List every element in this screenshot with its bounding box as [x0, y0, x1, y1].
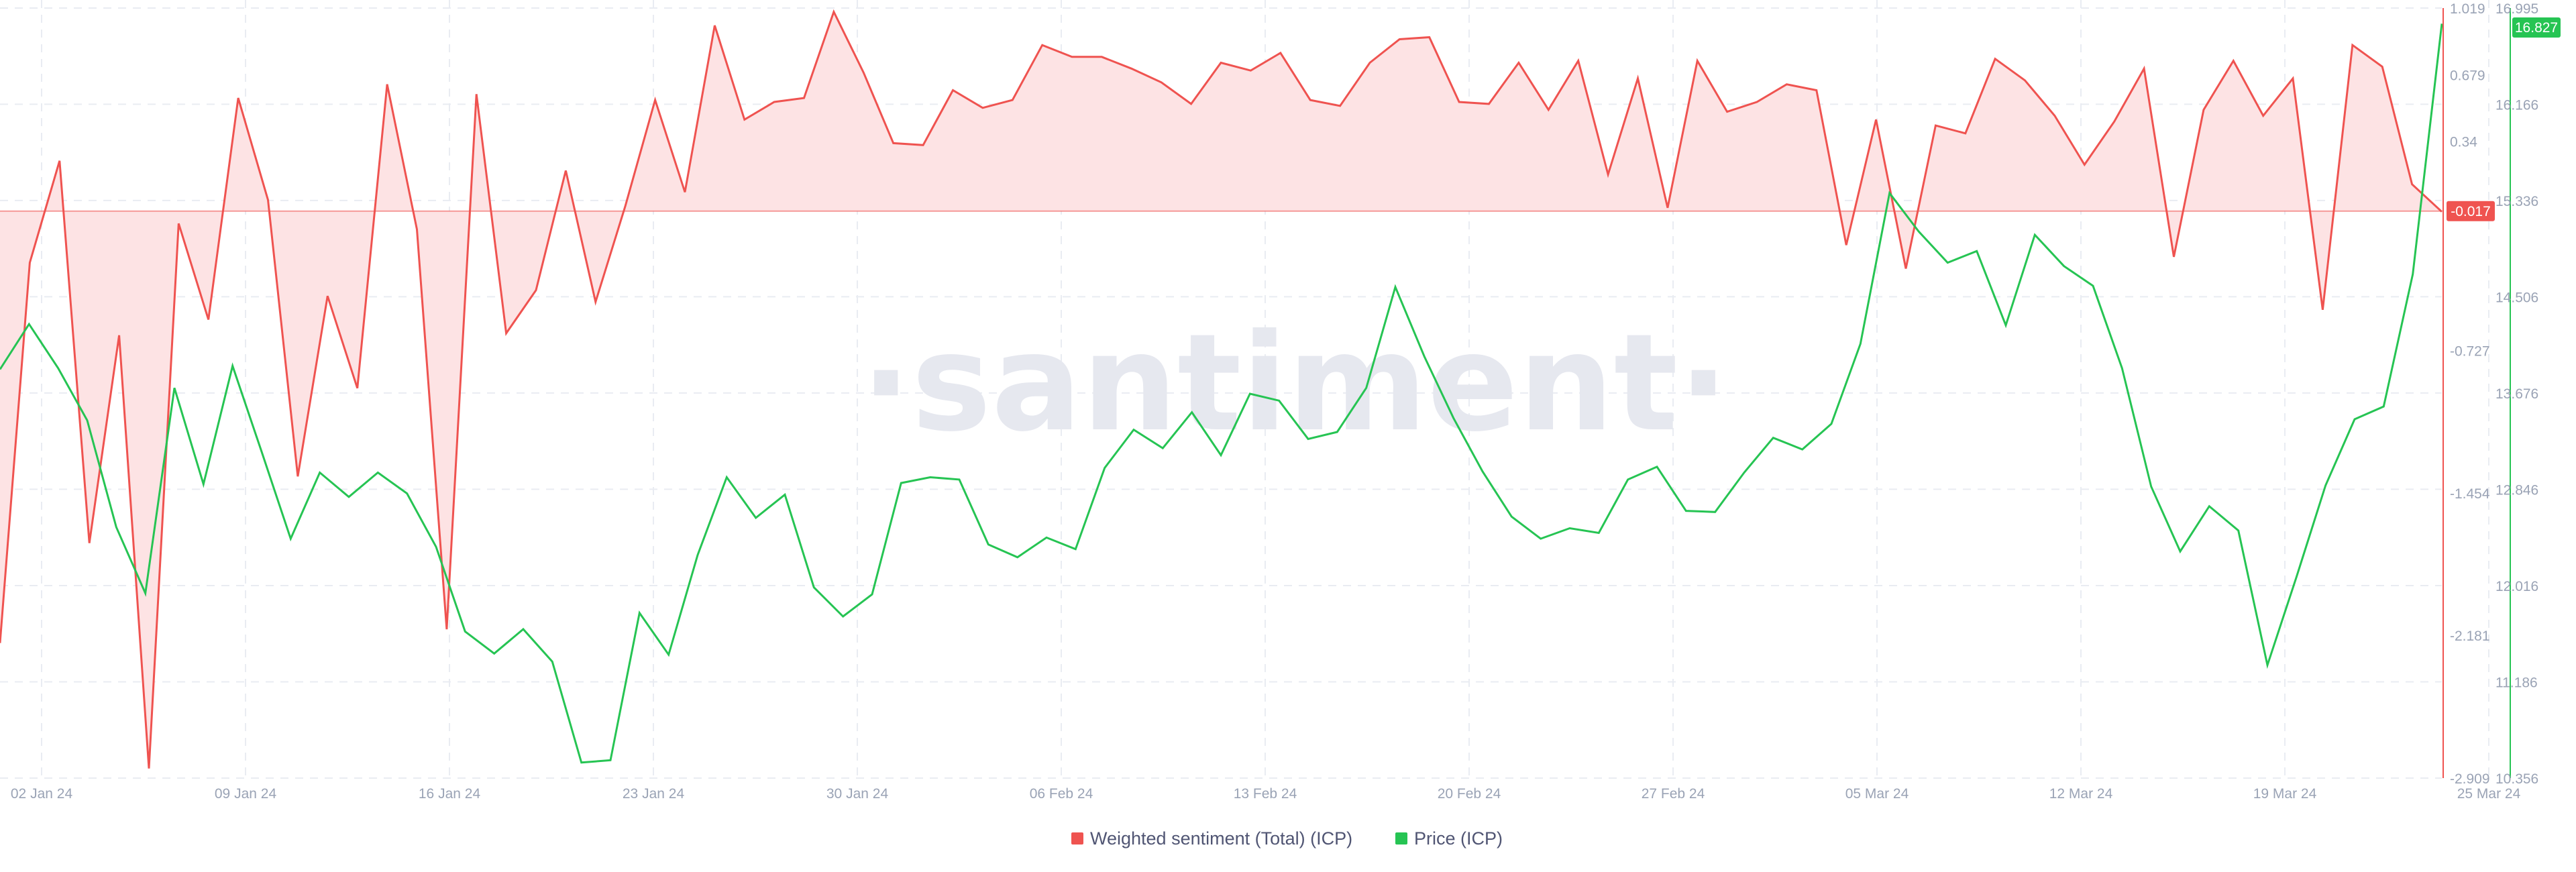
sentiment-legend-swatch	[1071, 832, 1083, 844]
x-tick-label: 06 Feb 24	[1030, 786, 1093, 802]
santiment-watermark: ·santiment·	[861, 305, 1729, 461]
price-last-value-badge: 16.827	[2512, 17, 2561, 38]
sentiment-last-value-badge: -0.017	[2447, 201, 2495, 221]
x-tick-label: 23 Jan 24	[623, 786, 685, 802]
x-tick-label: 05 Mar 24	[1845, 786, 1909, 802]
price-axis-ticks: 16.995 16.166 15.336 14.506 13.676 12.846 12.0…	[2496, 1, 2538, 787]
x-tick-label: 19 Mar 24	[2253, 786, 2317, 802]
price-tick-label: 11.186	[2496, 675, 2538, 690]
sentiment-tick-label: 1.019	[2450, 1, 2485, 17]
x-tick-label: 09 Jan 24	[215, 786, 277, 802]
x-tick-label: 02 Jan 24	[11, 786, 73, 802]
legend-item-price[interactable]: Price (ICP)	[1395, 828, 1503, 849]
sentiment-tick-label: -0.727	[2450, 343, 2490, 359]
sentiment-tick-label: -2.909	[2450, 771, 2490, 787]
price-legend-label: Price (ICP)	[1414, 828, 1503, 849]
x-tick-label: 25 Mar 24	[2457, 786, 2521, 802]
sentiment-area-fill	[0, 11, 2442, 769]
x-tick-label: 20 Feb 24	[1438, 786, 1501, 802]
x-tick-label: 12 Mar 24	[2049, 786, 2113, 802]
sentiment-tick-label: 0.679	[2450, 68, 2485, 83]
price-tick-label: 12.016	[2496, 579, 2538, 594]
legend-item-sentiment[interactable]: Weighted sentiment (Total) (ICP)	[1071, 828, 1352, 849]
sentiment-tick-label: -2.181	[2450, 629, 2490, 644]
sentiment-legend-label: Weighted sentiment (Total) (ICP)	[1090, 828, 1352, 849]
x-tick-label: 27 Feb 24	[1642, 786, 1705, 802]
price-tick-label: 14.506	[2496, 290, 2538, 305]
price-badge-background	[2512, 17, 2561, 38]
sentiment-tick-label: 0.34	[2450, 134, 2477, 150]
price-tick-label: 10.356	[2496, 771, 2538, 787]
price-tick-label: 16.995	[2496, 1, 2538, 17]
sentiment-badge-background	[2447, 201, 2495, 221]
price-badge-value: 16.827	[2515, 20, 2558, 36]
x-axis-ticks: 02 Jan 24 09 Jan 24 16 Jan 24 23 Jan 24 30 J…	[11, 786, 2521, 802]
legend: Weighted sentiment (Total) (ICP) Price (…	[1071, 828, 1503, 849]
price-series-line	[0, 23, 2443, 764]
x-tick-label: 30 Jan 24	[826, 786, 889, 802]
sentiment-badge-value: -0.017	[2451, 204, 2491, 219]
sentiment-tick-label: -1.454	[2450, 486, 2490, 502]
price-tick-label: 15.336	[2496, 194, 2538, 209]
sentiment-series-line	[0, 9, 2443, 769]
sentiment-axis-ticks: 1.019 0.679 0.34 -0.727 -1.454 -2.181 -2.909	[2450, 1, 2490, 787]
x-tick-label: 16 Jan 24	[419, 786, 481, 802]
price-legend-swatch	[1395, 832, 1407, 844]
price-tick-label: 13.676	[2496, 386, 2538, 402]
price-tick-label: 16.166	[2496, 97, 2538, 113]
price-tick-label: 12.846	[2496, 482, 2538, 498]
x-tick-label: 13 Feb 24	[1234, 786, 1297, 802]
